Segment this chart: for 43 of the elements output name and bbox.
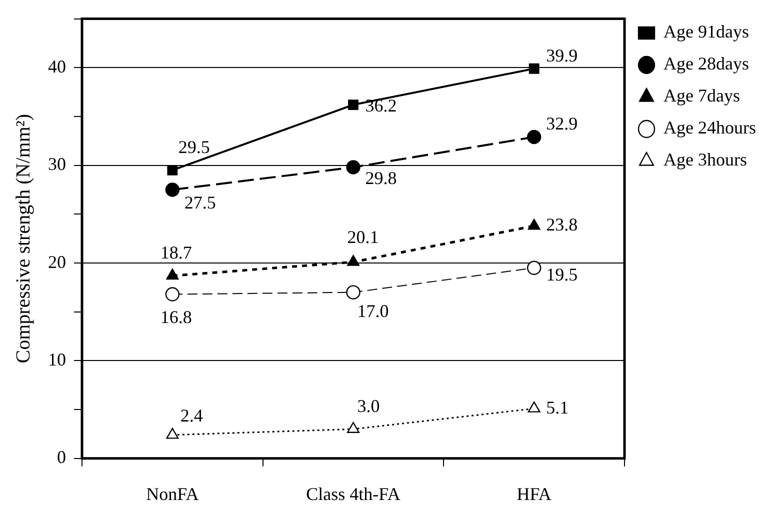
legend-label: Age 3hours	[664, 150, 748, 170]
legend-label: Age 28days	[664, 54, 749, 74]
data-label: 23.8	[546, 214, 578, 235]
legend-label: Age 7days	[664, 86, 740, 106]
data-label: 29.8	[365, 168, 397, 188]
data-label: 18.7	[160, 242, 192, 262]
point	[346, 160, 360, 174]
point	[347, 254, 360, 266]
data-label: 5.1	[546, 397, 569, 418]
data-label: 32.9	[546, 114, 578, 134]
point	[165, 287, 180, 302]
legend-label: Age 24hours	[664, 118, 756, 138]
data-label: 29.5	[178, 136, 210, 157]
data-label: 20.1	[347, 226, 379, 247]
data-label: 17.0	[357, 301, 389, 322]
x-tick-label: HFA	[516, 484, 552, 504]
x-tick-label: NonFA	[146, 484, 199, 504]
data-label: 39.9	[546, 45, 578, 66]
point	[347, 422, 360, 433]
point	[348, 100, 358, 110]
point	[528, 218, 540, 230]
y-tick-label: 20	[48, 252, 66, 272]
y-tick-label: 40	[48, 56, 66, 76]
legend-label: Age 91days	[664, 22, 749, 42]
y-tick-label: 0	[57, 447, 66, 468]
y-tick-label: 10	[48, 349, 66, 370]
point	[526, 130, 542, 144]
point	[528, 63, 540, 74]
point	[166, 268, 179, 280]
x-tick-label: Class 4th-FA	[306, 484, 400, 504]
data-label: 3.0	[357, 396, 380, 416]
point	[166, 428, 179, 439]
y-axis-title: Compressive strength (N/mm²)	[12, 114, 34, 364]
data-label: 16.8	[160, 307, 192, 328]
point	[165, 182, 180, 197]
point	[167, 165, 178, 176]
data-label: 2.4	[180, 406, 203, 426]
data-label: 27.5	[184, 192, 216, 212]
y-tick-label: 30	[48, 154, 66, 174]
point	[526, 260, 542, 276]
data-label: 19.5	[546, 264, 578, 285]
point	[528, 401, 540, 412]
point	[346, 285, 360, 300]
